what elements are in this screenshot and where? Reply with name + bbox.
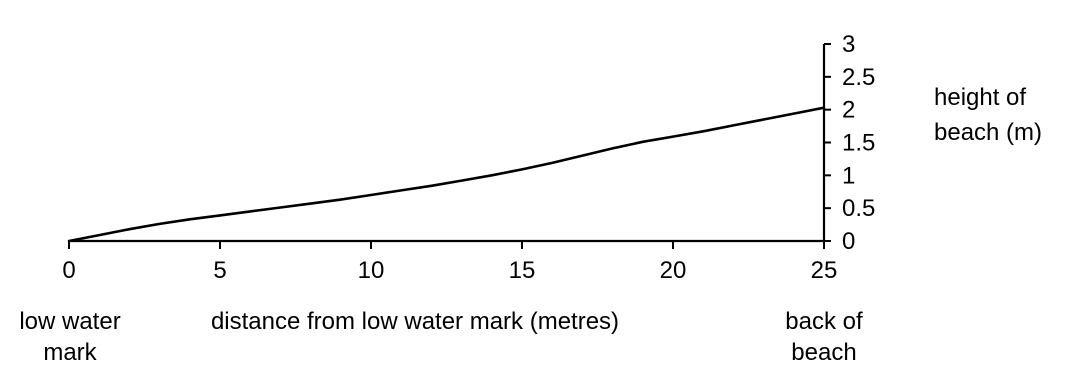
y-tick-label: 1 — [842, 162, 855, 189]
y-tick-label: 2 — [842, 97, 855, 124]
x-axis-label: distance from low water mark (metres) — [211, 308, 619, 335]
x-tick-label: 5 — [213, 257, 226, 284]
x-tick-label: 10 — [358, 257, 385, 284]
y-tick-label: 3 — [842, 31, 855, 58]
x-end-label-line-2: beach — [791, 339, 856, 366]
x-start-label-line-1: low water — [19, 308, 120, 335]
y-axis-label-line-2: beach (m) — [934, 119, 1042, 146]
x-end-label-line-1: back of — [785, 308, 863, 335]
y-tick-label: 2.5 — [842, 64, 875, 91]
x-ticks: 0 5 10 15 20 25 — [62, 241, 837, 284]
y-tick-label: 1.5 — [842, 130, 875, 157]
y-ticks: 0 0.5 1 1.5 2 2.5 3 — [824, 31, 875, 255]
x-tick-label: 25 — [811, 257, 838, 284]
beach-profile-line — [67, 106, 826, 243]
x-tick-label: 20 — [660, 257, 687, 284]
y-axis-label-line-1: height of — [934, 84, 1026, 111]
x-start-label-line-2: mark — [43, 339, 97, 366]
x-tick-label: 0 — [62, 257, 75, 284]
y-tick-label: 0 — [842, 228, 855, 255]
series-group — [67, 106, 826, 243]
x-tick-label: 15 — [509, 257, 536, 284]
y-tick-label: 0.5 — [842, 195, 875, 222]
axes — [69, 44, 826, 243]
